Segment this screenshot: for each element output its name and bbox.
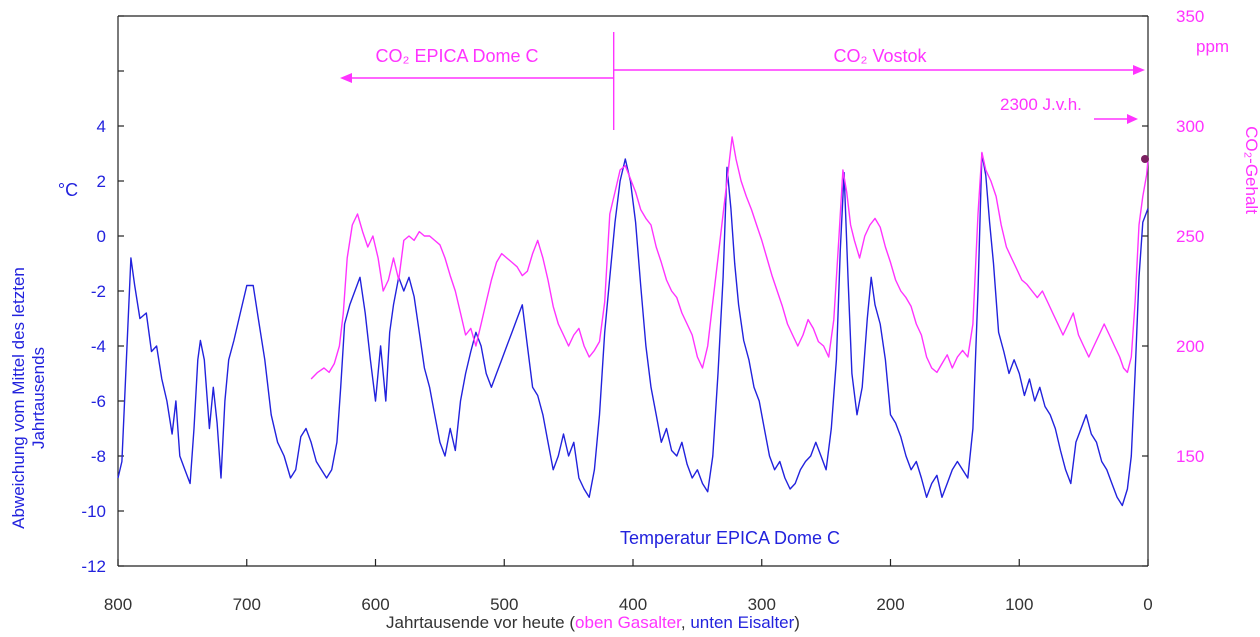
left-tick-label: -2 [91,282,106,301]
left-tick-label: 2 [97,172,106,191]
temperature-series-line [117,152,1149,507]
co2-series-line [310,136,1149,380]
left-tick-label: -6 [91,392,106,411]
left-tick-label: -8 [91,447,106,466]
x-tick-label: 0 [1143,595,1152,614]
left-axis-title-line: Jahrtausends [29,347,48,449]
left-axis-title-line: Abweichung vom Mittel des letzten [9,267,28,529]
right-axis-title: CO₂-Gehalt [1242,126,1260,214]
x-axis-title-part: , [681,613,690,632]
epica-label: CO₂ EPICA Dome C [375,46,538,66]
right-axis-unit: ppm [1196,37,1229,56]
left-axis-unit: °C [58,180,78,200]
annotation-layer: CO₂ EPICA Dome C CO₂ Vostok 2300 J.v.h. Tem… [340,32,1149,548]
x-tick-label: 800 [104,595,132,614]
left-tick-label: -10 [81,502,106,521]
x-axis: 800 700 600 500 400 300 200 100 0 Jahrtausende vo… [104,559,1153,632]
right-tick-label: 200 [1176,337,1204,356]
right-axis: 350 300 250 200 150 ppm CO₂-Gehalt [1142,7,1260,567]
x-axis-title-part: unten Eisalter [690,613,794,632]
x-tick-label: 700 [233,595,261,614]
left-axis-title: Abweichung vom Mittel des letztenJahrtau… [9,267,48,529]
x-tick-label: 200 [876,595,904,614]
x-tick-label: 100 [1005,595,1033,614]
x-axis-title-part: Jahrtausende vor heute ( [386,613,575,632]
left-tick-label: -4 [91,337,106,356]
right-tick-label: 150 [1176,447,1204,466]
plot-frame [117,15,1149,567]
left-tick-label: 0 [97,227,106,246]
x-axis-title-part: ) [794,613,800,632]
series-layer [117,136,1149,507]
x-tick-label: 600 [361,595,389,614]
recent-label: 2300 J.v.h. [1000,95,1082,114]
x-axis-title-part: oben Gasalter [575,613,682,632]
right-tick-label: 300 [1176,117,1204,136]
epica-arrow-head [340,73,352,83]
x-tick-label: 300 [748,595,776,614]
x-axis-title: Jahrtausende vor heute (oben Gasalter, u… [386,613,800,632]
recent-arrow-head [1127,114,1138,124]
left-tick-label: -12 [81,557,106,576]
right-tick-label: 250 [1176,227,1204,246]
vostok-arrow-head [1133,65,1145,75]
left-tick-label: 4 [97,117,106,136]
left-axis: 4 2 0 -2 -4 -6 -8 -10 -12 °C Abweichung vom Mittel… [9,15,124,576]
x-tick-label: 500 [490,595,518,614]
temperature-label: Temperatur EPICA Dome C [620,528,840,548]
x-tick-label: 400 [619,595,647,614]
recent-point-marker [1141,155,1149,163]
right-tick-label: 350 [1176,7,1204,26]
vostok-label: CO₂ Vostok [833,46,927,66]
